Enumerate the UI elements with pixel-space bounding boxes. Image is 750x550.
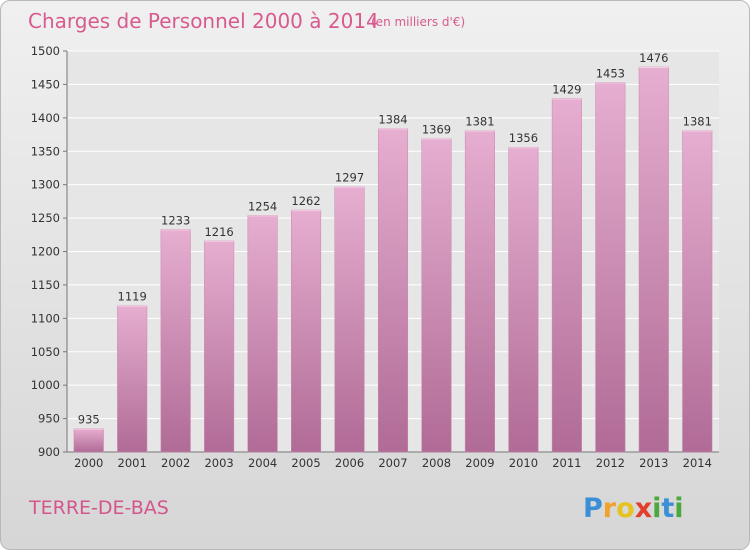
x-tick-label: 2013 (639, 456, 668, 470)
x-tick-label: 2001 (118, 456, 147, 470)
y-tick-label: 1000 (31, 378, 60, 392)
x-tick-label: 2003 (204, 456, 233, 470)
x-tick-label: 2008 (422, 456, 451, 470)
bars (73, 66, 713, 453)
bar-2009 (464, 130, 495, 453)
data-label-2000: 935 (78, 413, 100, 427)
bar-2014 (682, 130, 713, 453)
y-tick-label: 1450 (31, 77, 60, 91)
x-tick-label: 2009 (465, 456, 494, 470)
x-tick-label: 2011 (552, 456, 581, 470)
y-tick-label: 1050 (31, 345, 60, 359)
x-tick-label: 2002 (161, 456, 190, 470)
bar-2012 (595, 82, 626, 453)
y-tick-label: 1200 (31, 245, 60, 259)
bar-2003 (204, 240, 235, 453)
logo-letter: r (603, 493, 617, 524)
place-name: TERRE-DE-BAS (28, 497, 169, 519)
x-tick-label: 2000 (74, 456, 103, 470)
bar-2001 (117, 305, 148, 453)
data-label-2011: 1429 (552, 82, 581, 96)
bar-2008 (421, 138, 452, 453)
x-tick-label: 2012 (596, 456, 625, 470)
chart-title: Charges de Personnel 2000 à 2014 (28, 9, 379, 33)
data-label-2009: 1381 (465, 115, 494, 129)
data-label-2013: 1476 (639, 51, 668, 65)
data-label-2003: 1216 (204, 225, 233, 239)
bar-2006 (334, 186, 365, 453)
bar-2011 (551, 98, 582, 453)
bar-2004 (247, 215, 278, 453)
data-label-2005: 1262 (291, 194, 320, 208)
data-label-2010: 1356 (509, 131, 538, 145)
logo-letter: x (635, 493, 652, 524)
bar-2013 (638, 66, 669, 453)
data-label-2002: 1233 (161, 213, 190, 227)
x-tick-label: 2004 (248, 456, 277, 470)
proxiti-logo: Proxiti (583, 493, 684, 524)
x-tick-label: 2005 (291, 456, 320, 470)
bar-2000 (73, 428, 104, 453)
chart-subtitle: (en milliers d'€) (371, 15, 465, 29)
y-tick-label: 1250 (31, 211, 60, 225)
bar-2007 (377, 128, 409, 453)
data-label-2007: 1384 (378, 113, 407, 127)
logo-letter: P (583, 493, 603, 524)
data-label-2014: 1381 (683, 115, 712, 129)
axes: 900 950 1000 1050 1100 1150 1200 1250 1300 1350 14… (31, 44, 719, 470)
data-label-2004: 1254 (248, 199, 277, 213)
x-tick-label: 2014 (683, 456, 712, 470)
data-labels: 935 1119 1233 1216 1254 1262 1297 1384 1369 1381 1… (78, 51, 712, 427)
y-tick-label: 1300 (31, 178, 60, 192)
y-tick-label: 1400 (31, 111, 60, 125)
y-tick-label: 1100 (31, 311, 60, 325)
y-tick-label: 950 (38, 412, 60, 426)
data-label-2001: 1119 (118, 290, 147, 304)
data-label-2008: 1369 (422, 123, 451, 137)
data-label-2006: 1297 (335, 171, 364, 185)
y-tick-label: 1350 (31, 144, 60, 158)
x-tick-label: 2006 (335, 456, 364, 470)
data-label-2012: 1453 (596, 66, 625, 80)
x-tick-label: 2007 (378, 456, 407, 470)
logo-letter: o (616, 493, 635, 524)
bar-2005 (291, 209, 322, 453)
y-tick-label: 900 (38, 445, 60, 459)
logo-letter: i (674, 493, 683, 524)
logo-letter: t (661, 493, 674, 524)
x-tick-label: 2010 (509, 456, 538, 470)
y-tick-label: 1150 (31, 278, 60, 292)
y-tick-label: 1500 (31, 44, 60, 58)
bar-2002 (160, 229, 191, 453)
bar-2010 (508, 146, 539, 453)
logo-letter: i (652, 493, 661, 524)
